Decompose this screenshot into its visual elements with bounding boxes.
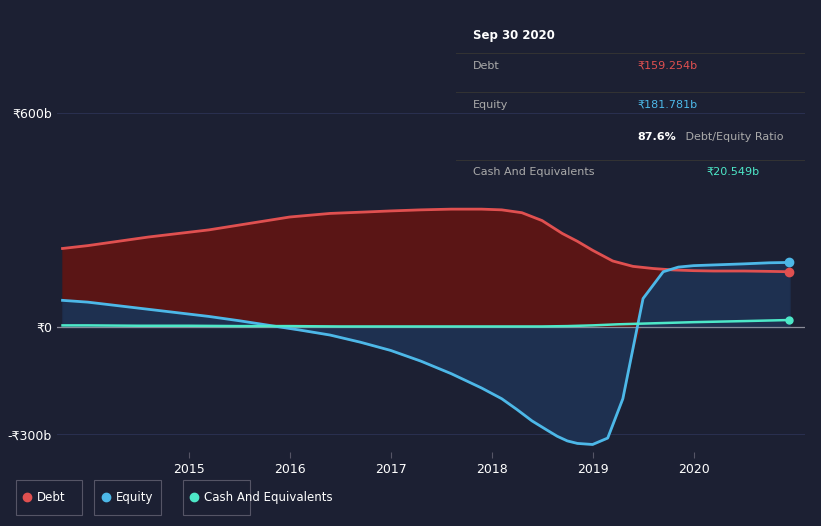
Text: Equity: Equity (473, 100, 508, 110)
Text: Cash And Equivalents: Cash And Equivalents (473, 167, 594, 177)
Text: 87.6%: 87.6% (637, 132, 676, 141)
Text: Debt/Equity Ratio: Debt/Equity Ratio (682, 132, 784, 141)
Text: ₹159.254b: ₹159.254b (637, 60, 697, 70)
Text: ₹181.781b: ₹181.781b (637, 100, 697, 110)
Text: Debt: Debt (473, 60, 500, 70)
Text: Debt: Debt (37, 491, 66, 503)
Text: Cash And Equivalents: Cash And Equivalents (204, 491, 333, 503)
Text: Sep 30 2020: Sep 30 2020 (473, 29, 555, 42)
Text: Equity: Equity (116, 491, 153, 503)
Text: ₹20.549b: ₹20.549b (707, 167, 760, 177)
